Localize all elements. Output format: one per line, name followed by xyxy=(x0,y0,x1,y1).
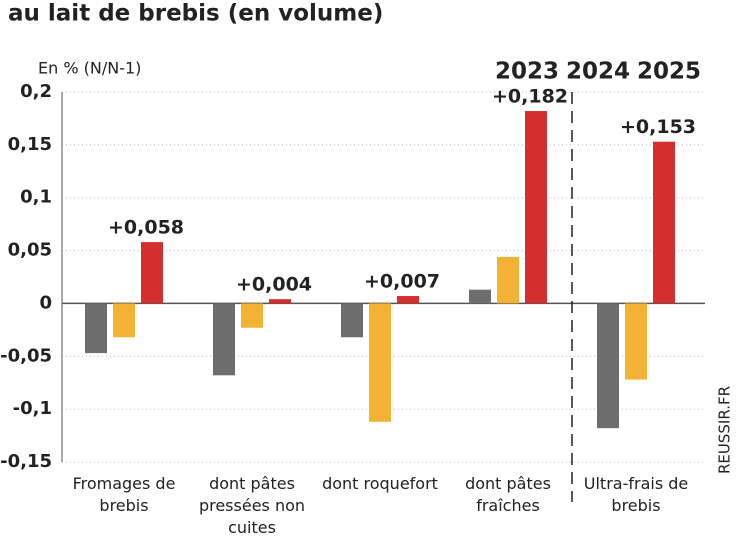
bar xyxy=(369,303,391,422)
y-tick-label: -0,1 xyxy=(13,398,52,419)
chart: au lait de brebis (en volume) En % (N/N-… xyxy=(0,1,734,502)
y-axis-label: En % (N/N-1) xyxy=(38,59,141,78)
value-label: +0,182 xyxy=(492,86,568,108)
x-tick-label: dont pâtes fraîches xyxy=(465,474,551,515)
value-label: +0,004 xyxy=(236,274,312,296)
bar xyxy=(497,256,519,304)
x-tick-label: dont roquefort xyxy=(322,474,438,493)
x-tick-label: dont pâtes pressées non cuites xyxy=(198,474,306,537)
y-tick-label: 0,2 xyxy=(20,81,52,102)
bar xyxy=(241,303,263,328)
legend-label: 2023 xyxy=(495,59,559,85)
source: REUSSIR.FR xyxy=(716,386,734,474)
chart-title: au lait de brebis (en volume) xyxy=(8,1,383,27)
x-tick-label: Fromages de brebis xyxy=(72,474,176,515)
x-tick-label: Ultra-frais de brebis xyxy=(583,474,689,515)
value-label: +0,153 xyxy=(620,116,696,138)
page: au lait de brebis (en volume) En % (N/N-… xyxy=(0,0,734,537)
value-label: +0,007 xyxy=(364,271,440,293)
bar xyxy=(141,242,163,304)
legend-label: 2024 xyxy=(566,59,630,85)
bar xyxy=(85,303,107,354)
bar xyxy=(597,303,619,429)
bar xyxy=(269,299,291,304)
value-label: +0,058 xyxy=(108,217,184,239)
bar xyxy=(341,303,363,338)
bar xyxy=(625,303,647,380)
y-tick-label: 0,15 xyxy=(8,134,52,155)
bar xyxy=(397,296,419,304)
bar xyxy=(113,303,135,338)
bar xyxy=(653,141,675,304)
legend-label: 2025 xyxy=(637,59,701,85)
bar xyxy=(525,111,547,304)
y-tick-label: -0,15 xyxy=(0,451,52,472)
y-tick-label: 0,1 xyxy=(20,187,52,208)
y-tick-label: 0,05 xyxy=(8,240,52,261)
bar xyxy=(213,303,235,376)
y-tick-label: 0 xyxy=(39,292,52,313)
y-tick-label: -0,05 xyxy=(0,345,52,366)
bar xyxy=(469,289,491,304)
